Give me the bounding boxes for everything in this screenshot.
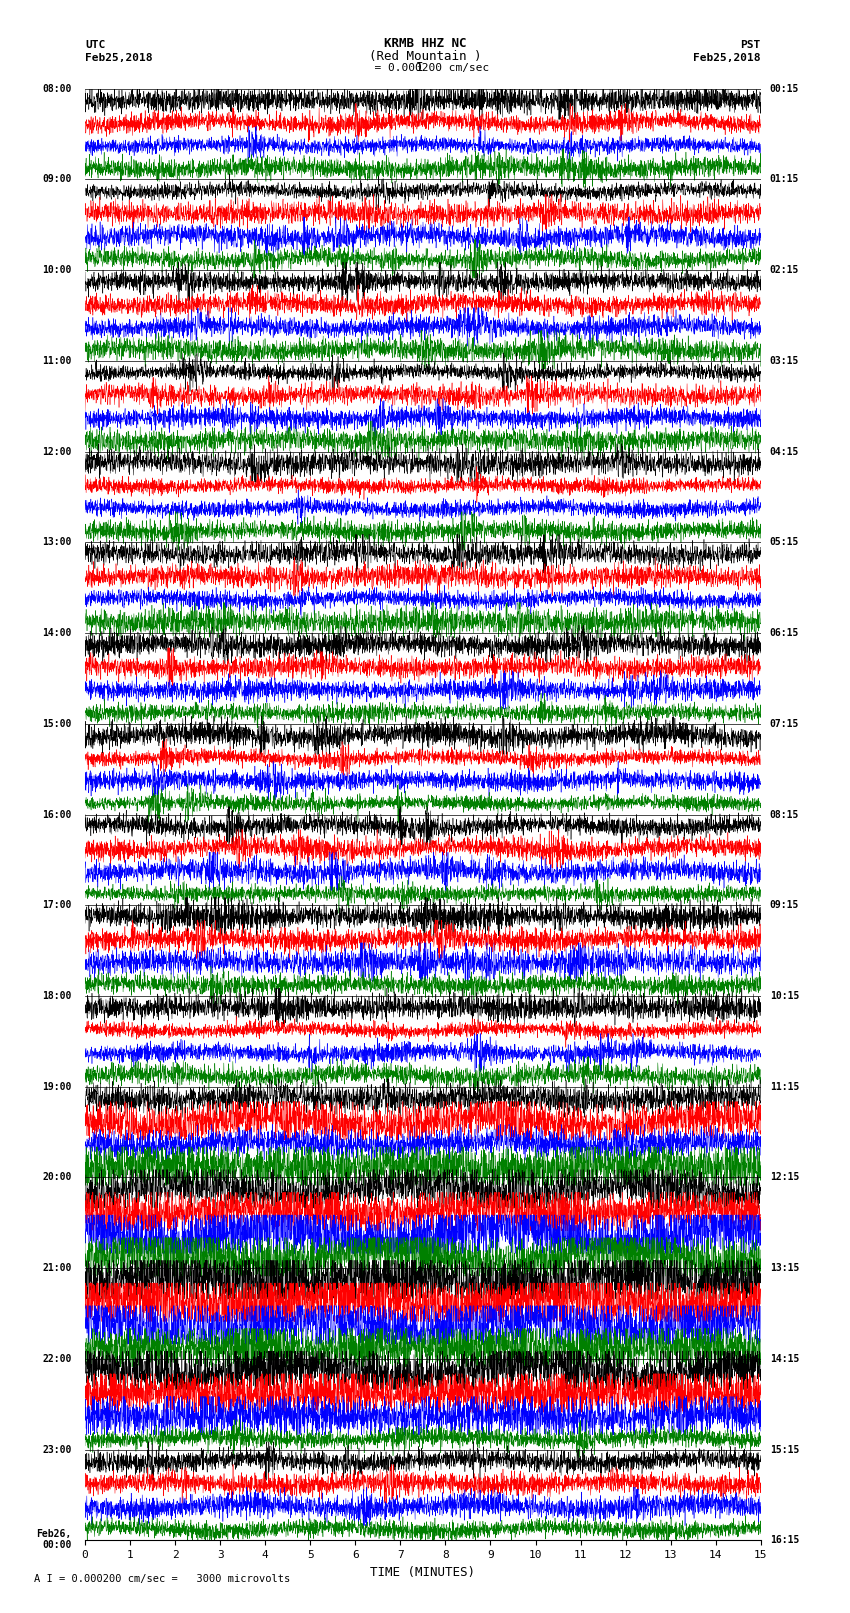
Text: 00:00: 00:00 bbox=[42, 1540, 71, 1550]
Text: 16:15: 16:15 bbox=[770, 1536, 799, 1545]
Text: Feb25,2018: Feb25,2018 bbox=[694, 53, 761, 63]
Text: PST: PST bbox=[740, 40, 761, 50]
Text: 22:00: 22:00 bbox=[42, 1353, 71, 1365]
Text: 13:15: 13:15 bbox=[770, 1263, 799, 1273]
Text: 09:15: 09:15 bbox=[770, 900, 799, 910]
Text: 00:15: 00:15 bbox=[770, 84, 799, 94]
Text: 08:15: 08:15 bbox=[770, 810, 799, 819]
Text: 02:15: 02:15 bbox=[770, 265, 799, 276]
Text: = 0.000200 cm/sec: = 0.000200 cm/sec bbox=[361, 63, 489, 73]
Text: 17:00: 17:00 bbox=[42, 900, 71, 910]
Text: Feb25,2018: Feb25,2018 bbox=[85, 53, 152, 63]
Text: 08:00: 08:00 bbox=[42, 84, 71, 94]
Text: 18:00: 18:00 bbox=[42, 990, 71, 1002]
Text: 07:15: 07:15 bbox=[770, 719, 799, 729]
Text: A I = 0.000200 cm/sec =   3000 microvolts: A I = 0.000200 cm/sec = 3000 microvolts bbox=[34, 1574, 290, 1584]
Text: 06:15: 06:15 bbox=[770, 627, 799, 639]
Text: 11:15: 11:15 bbox=[770, 1082, 799, 1092]
Text: KRMB HHZ NC: KRMB HHZ NC bbox=[383, 37, 467, 50]
Text: 09:00: 09:00 bbox=[42, 174, 71, 184]
Text: 14:15: 14:15 bbox=[770, 1353, 799, 1365]
Text: 23:00: 23:00 bbox=[42, 1445, 71, 1455]
Text: 10:15: 10:15 bbox=[770, 990, 799, 1002]
Text: Feb26,: Feb26, bbox=[37, 1529, 71, 1539]
Text: 12:15: 12:15 bbox=[770, 1173, 799, 1182]
Text: 05:15: 05:15 bbox=[770, 537, 799, 547]
X-axis label: TIME (MINUTES): TIME (MINUTES) bbox=[371, 1566, 475, 1579]
Text: UTC: UTC bbox=[85, 40, 105, 50]
Text: 16:00: 16:00 bbox=[42, 810, 71, 819]
Text: I: I bbox=[416, 61, 422, 74]
Text: (Red Mountain ): (Red Mountain ) bbox=[369, 50, 481, 63]
Text: 15:00: 15:00 bbox=[42, 719, 71, 729]
Text: 20:00: 20:00 bbox=[42, 1173, 71, 1182]
Text: 01:15: 01:15 bbox=[770, 174, 799, 184]
Text: 13:00: 13:00 bbox=[42, 537, 71, 547]
Text: 11:00: 11:00 bbox=[42, 356, 71, 366]
Text: 12:00: 12:00 bbox=[42, 447, 71, 456]
Text: 15:15: 15:15 bbox=[770, 1445, 799, 1455]
Text: 04:15: 04:15 bbox=[770, 447, 799, 456]
Text: 19:00: 19:00 bbox=[42, 1082, 71, 1092]
Text: 21:00: 21:00 bbox=[42, 1263, 71, 1273]
Text: 10:00: 10:00 bbox=[42, 265, 71, 276]
Text: 03:15: 03:15 bbox=[770, 356, 799, 366]
Text: 14:00: 14:00 bbox=[42, 627, 71, 639]
